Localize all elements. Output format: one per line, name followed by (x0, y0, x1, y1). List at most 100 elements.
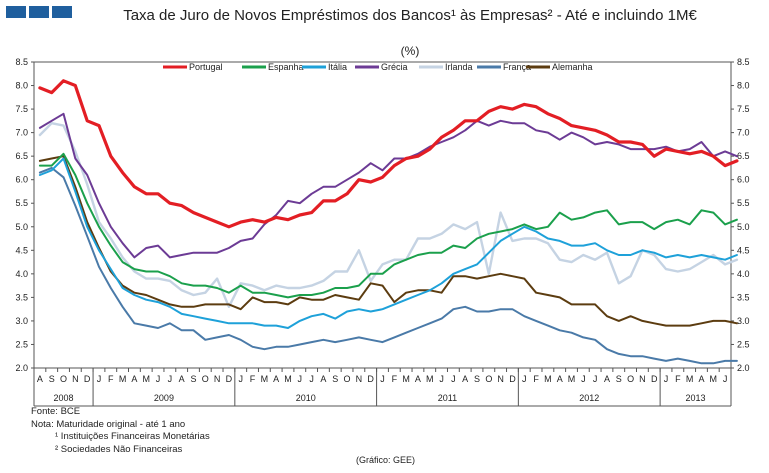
x-month-label: M (710, 374, 718, 384)
x-year-label: 2010 (296, 393, 316, 403)
y-tick-label-right: 8.0 (737, 81, 750, 91)
x-month-label: O (202, 374, 209, 384)
y-tick-label-left: 3.0 (15, 316, 28, 326)
x-month-label: D (367, 374, 374, 384)
x-month-label: F (108, 374, 114, 384)
y-tick-label-left: 7.5 (15, 104, 28, 114)
y-tick-label-left: 2.0 (15, 363, 28, 373)
x-month-label: J (168, 374, 173, 384)
x-month-label: J (309, 374, 314, 384)
x-month-label: N (356, 374, 363, 384)
x-month-label: F (533, 374, 539, 384)
y-tick-label-right: 8.5 (737, 57, 750, 67)
y-tick-label-right: 6.5 (737, 151, 750, 161)
series-line-espanha (38, 152, 738, 299)
chart-title: Taxa de Juro de Novos Empréstimos dos Ba… (123, 7, 697, 24)
x-month-label: J (723, 374, 728, 384)
x-month-label: M (402, 374, 410, 384)
x-month-label: J (380, 374, 385, 384)
y-tick-label-right: 3.5 (737, 292, 750, 302)
x-month-label: J (156, 374, 161, 384)
series-line-irlanda (38, 121, 739, 308)
y-tick-label-left: 3.5 (15, 292, 28, 302)
x-month-label: A (415, 374, 421, 384)
x-month-label: M (426, 374, 434, 384)
y-tick-label-left: 6.5 (15, 151, 28, 161)
chart-subtitle: (%) (400, 44, 420, 58)
plot-area (33, 61, 732, 369)
y-tick-label-right: 3.0 (737, 316, 750, 326)
x-month-label: J (522, 374, 527, 384)
chart-credit: (Gráfico: GEE) (356, 455, 416, 465)
x-year-label: 2009 (154, 393, 174, 403)
footnote-1: ¹ Instituições Financeiras Monetárias (55, 431, 210, 442)
x-month-label: J (664, 374, 669, 384)
x-month-label: S (190, 374, 196, 384)
series-line-alemanha (38, 155, 738, 327)
y-tick-label-right: 4.5 (737, 245, 750, 255)
legend-label-espanha: Espanha (268, 62, 304, 72)
x-month-label: F (675, 374, 681, 384)
y-tick-label-right: 7.0 (737, 128, 750, 138)
x-month-label: A (462, 374, 468, 384)
x-month-label: M (284, 374, 292, 384)
x-month-label: J (298, 374, 303, 384)
x-month-label: O (60, 374, 67, 384)
x-year-label: 2013 (686, 393, 706, 403)
y-tick-label-left: 5.0 (15, 222, 28, 232)
x-month-label: M (544, 374, 552, 384)
x-month-label: M (568, 374, 576, 384)
x-year-label: 2008 (54, 393, 74, 403)
legend-label-portugal: Portugal (189, 62, 223, 72)
x-month-label: J (439, 374, 444, 384)
x-month-label: A (557, 374, 563, 384)
y-tick-label-right: 4.0 (737, 269, 750, 279)
x-month-label: A (320, 374, 326, 384)
x-month-label: S (49, 374, 55, 384)
y-tick-label-right: 5.5 (737, 198, 750, 208)
y-tick-label-left: 7.0 (15, 128, 28, 138)
x-month-label: O (344, 374, 351, 384)
series-line-portugal (38, 79, 739, 229)
x-month-label: O (627, 374, 634, 384)
x-month-label: J (238, 374, 243, 384)
y-tick-label-left: 5.5 (15, 198, 28, 208)
x-month-label: N (497, 374, 504, 384)
series-line-frança (38, 166, 738, 365)
footnote-2: ² Sociedades Não Financeiras (55, 443, 183, 455)
legend-label-itália: Itália (328, 62, 347, 72)
x-month-label: F (392, 374, 398, 384)
x-month-label: D (651, 374, 658, 384)
x-month-label: A (273, 374, 279, 384)
x-month-label: S (474, 374, 480, 384)
x-month-label: S (332, 374, 338, 384)
x-year-label: 2012 (579, 393, 599, 403)
x-month-label: M (142, 374, 150, 384)
y-tick-label-left: 6.0 (15, 175, 28, 185)
source-note: Fonte: BCE (31, 406, 81, 417)
logo-blocks (6, 6, 72, 18)
x-month-label: M (686, 374, 694, 384)
series-line-itália (38, 157, 738, 329)
y-tick-label-left: 4.0 (15, 269, 28, 279)
x-month-label: J (451, 374, 456, 384)
x-month-label: J (593, 374, 598, 384)
y-tick-label-right: 2.5 (737, 339, 750, 349)
x-month-label: A (131, 374, 137, 384)
maturity-note: Nota: Maturidade original - até 1 ano (31, 418, 186, 430)
x-month-label: A (604, 374, 610, 384)
legend-label-frança: França (503, 62, 531, 72)
series-line-grécia (38, 112, 738, 259)
x-month-label: N (72, 374, 79, 384)
x-month-label: D (226, 374, 233, 384)
legend-label-alemanha: Alemanha (552, 62, 593, 72)
x-month-label: S (616, 374, 622, 384)
x-year-label: 2011 (438, 393, 457, 403)
x-month-label: N (639, 374, 646, 384)
x-month-label: A (179, 374, 185, 384)
x-month-label: M (119, 374, 127, 384)
x-month-label: A (37, 374, 43, 384)
x-month-label: J (97, 374, 102, 384)
x-month-label: M (261, 374, 269, 384)
